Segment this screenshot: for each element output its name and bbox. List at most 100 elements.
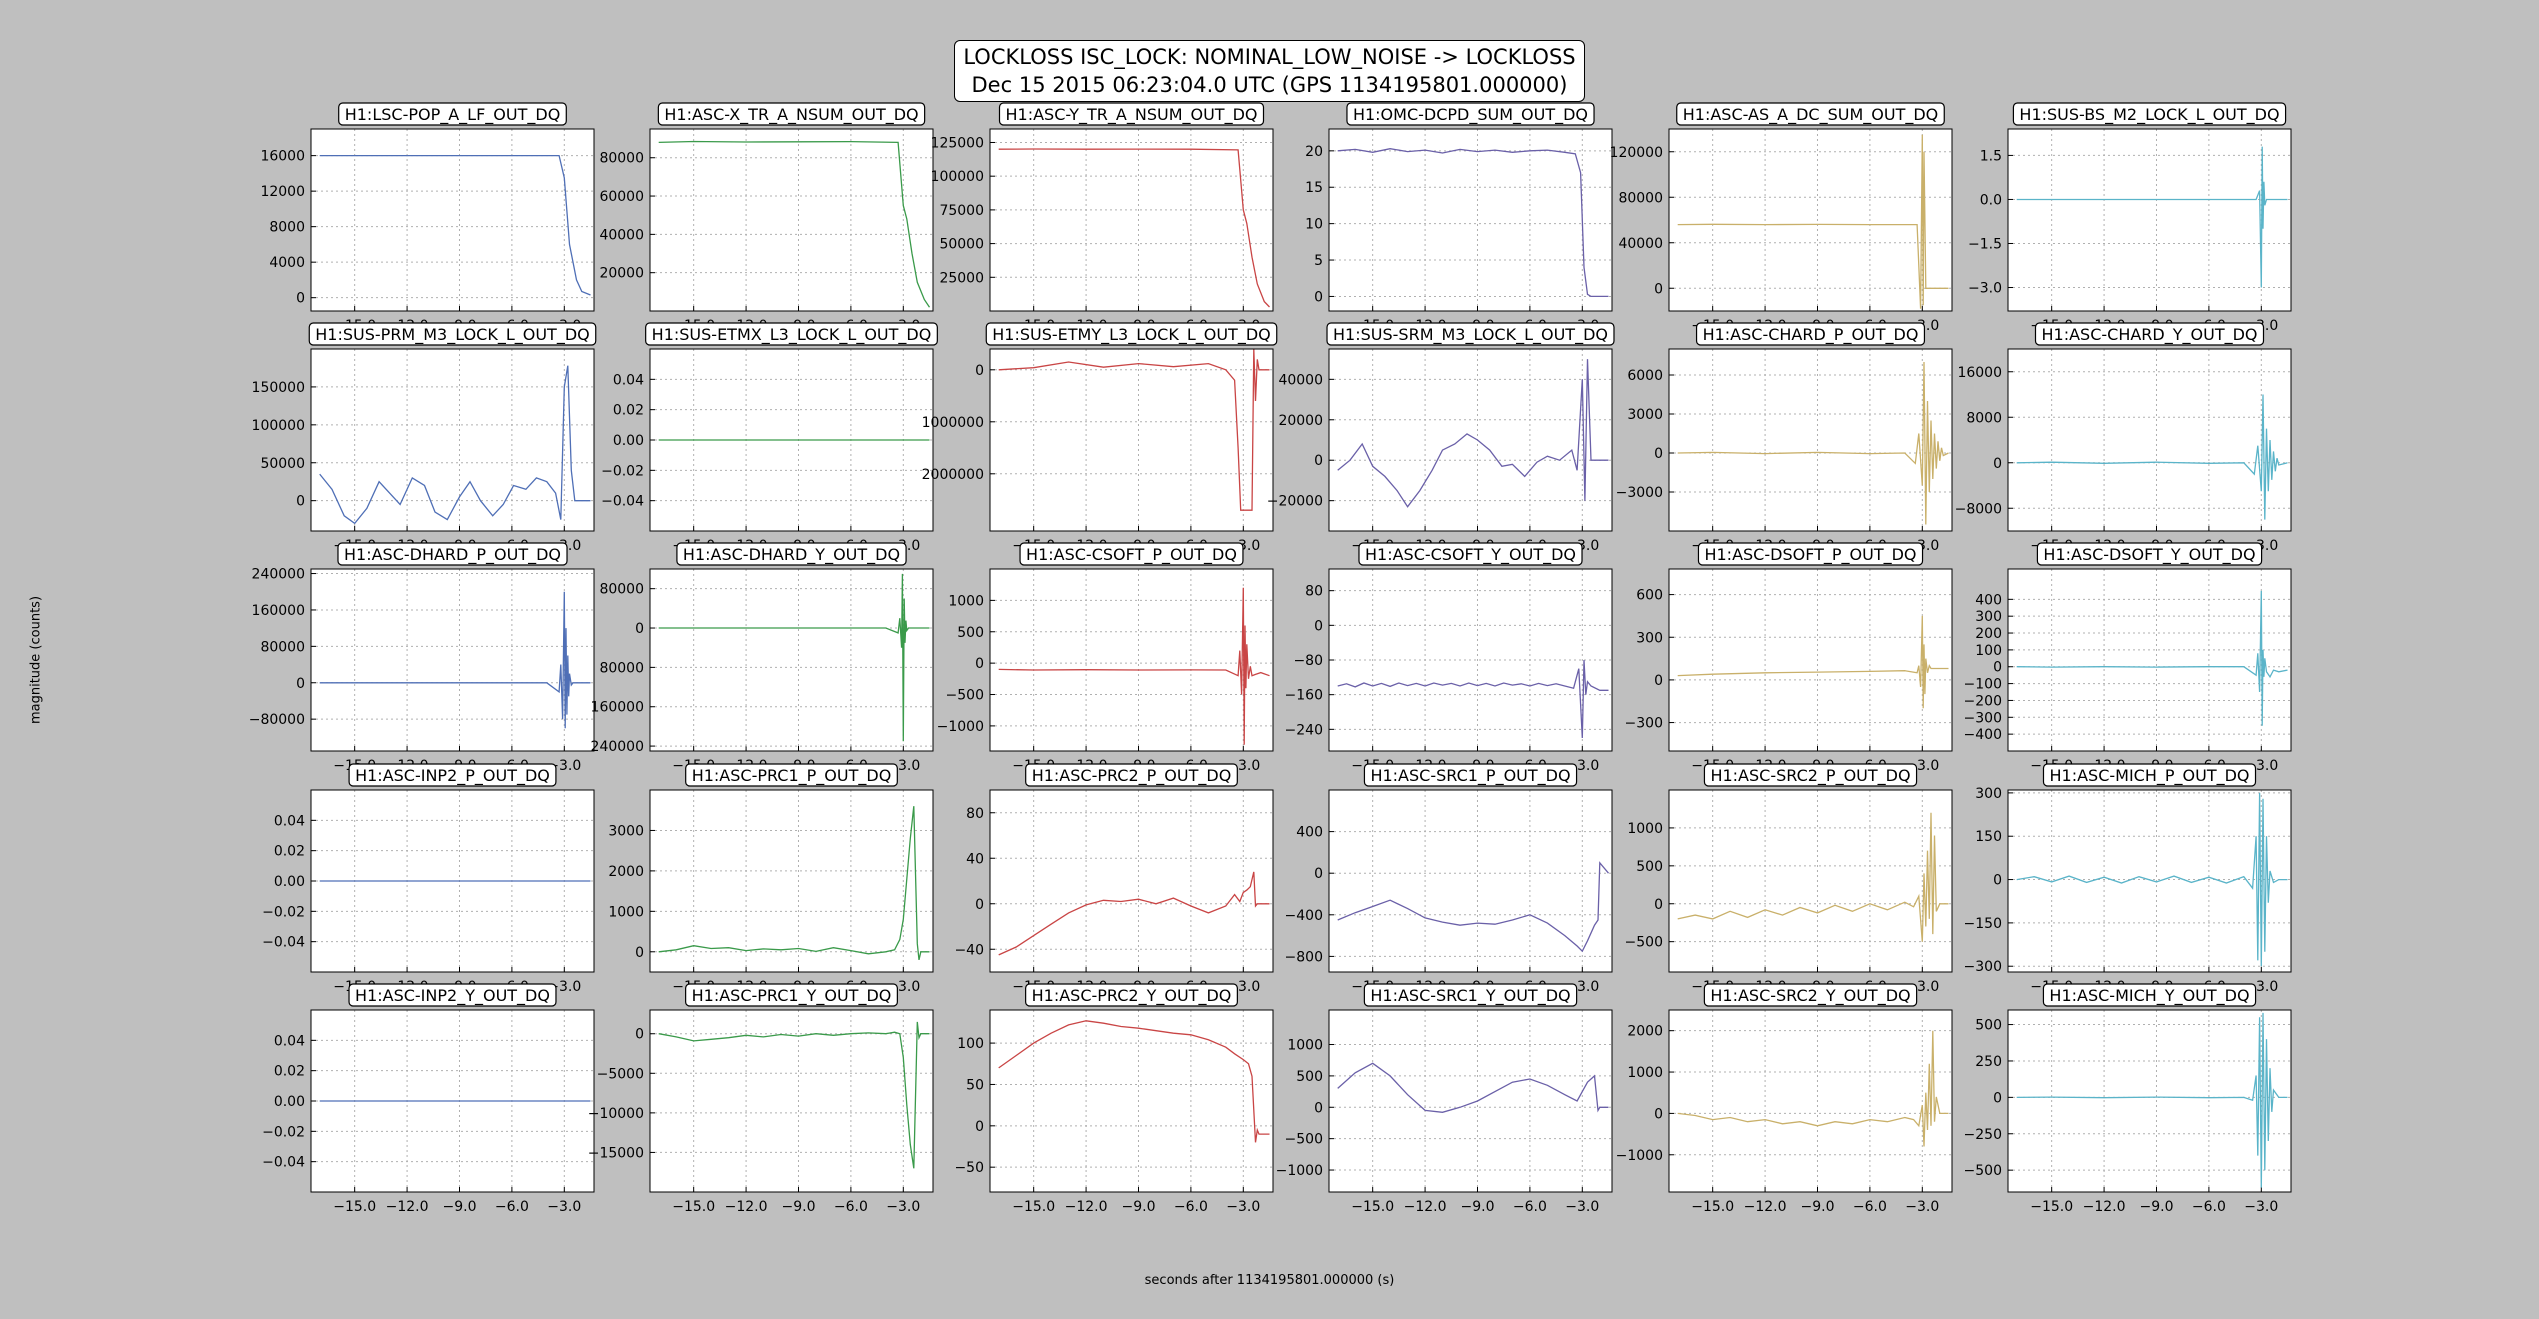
y-tick-label: 600 [1636,588,1663,604]
y-tick-label: 100000 [931,169,984,185]
subplot-title-box [1019,542,1244,566]
subplot-title-box [685,763,898,787]
y-tick-label: −500 [1285,1132,1323,1148]
y-tick-label: 0.00 [274,874,305,890]
y-tick-label: −5000 [597,1066,644,1082]
x-tick-label: −9.0 [1460,1199,1494,1215]
y-tick-label: −0.04 [262,935,305,951]
y-tick-label: −300 [1964,710,2002,726]
series-line [658,1021,930,1169]
subplot-12: −15.0−12.0−9.0−6.0−3.0−80000080000160000… [249,542,595,774]
subplot-5: −15.0−12.0−9.0−6.0−3.0−3.0−1.50.01.5H1:S… [1968,102,2292,334]
y-tick-label: 0 [1993,873,2002,889]
y-tick-label: 0 [1314,618,1323,634]
y-tick-label: 80 [966,806,984,822]
subplot-title-box [338,102,567,126]
subplot-10: −15.0−12.0−9.0−6.0−3.0−3000030006000H1:A… [1616,322,1953,554]
subplot-title: H1:ASC-SRC1_P_OUT_DQ [1370,766,1570,786]
y-tick-label: 0.04 [613,372,644,388]
y-tick-label: 3000 [1627,407,1663,423]
series-line [1337,148,1609,298]
x-tick-label: −12.0 [725,1199,768,1215]
y-tick-label: 100 [1975,643,2002,659]
series-line [1677,1030,1949,1147]
series-line [998,871,1270,956]
plot-frame [989,568,1274,752]
y-tick-label: −150 [1964,916,2002,932]
y-tick-label: −0.02 [262,904,305,920]
x-tick-label: −6.0 [2192,1199,2226,1215]
y-tick-label: 300 [1975,786,2002,802]
y-tick-label: 80000 [1618,190,1663,206]
x-tick-label: −12.0 [1404,1199,1447,1215]
y-tick-label: 50000 [939,237,984,253]
y-tick-label: 0 [1993,456,2002,472]
subplot-title: H1:ASC-INP2_Y_OUT_DQ [355,986,550,1006]
x-tick-label: −12.0 [1065,1199,1108,1215]
figure-title-line2: Dec 15 2015 06:23:04.0 UTC (GPS 11341958… [971,73,1568,97]
subplot-title: H1:ASC-CSOFT_Y_OUT_DQ [1365,545,1576,565]
y-tick-label: −1000 [937,719,984,735]
subplot-title: H1:ASC-SRC2_Y_OUT_DQ [1710,986,1910,1006]
y-tick-label: 50000 [260,456,305,472]
subplot-title: H1:ASC-PRC2_P_OUT_DQ [1032,766,1232,786]
subplot-1: −15.0−12.0−9.0−6.0−3.0200004000060000800… [599,102,934,334]
subplot-title-box [2012,102,2287,126]
subplot-title: H1:ASC-PRC1_P_OUT_DQ [692,766,892,786]
subplot-title: H1:ASC-AS_A_DC_SUM_OUT_DQ [1683,105,1939,125]
x-tick-label: −3.0 [886,1199,920,1215]
x-tick-label: −3.0 [1565,1199,1599,1215]
subplot-title-box [1025,983,1238,1007]
y-tick-label: 0 [1654,281,1663,297]
y-tick-label: 40000 [1618,236,1663,252]
plot-area [1668,1009,1953,1193]
y-tick-label: 300 [1636,630,1663,646]
plot-area [2007,568,2292,752]
plot-frame [1328,1009,1613,1193]
subplot-title-box [1326,322,1615,346]
series-line [319,154,591,296]
y-tick-label: 0 [1314,453,1323,469]
subplot-title: H1:LSC-POP_A_LF_OUT_DQ [345,105,561,125]
y-tick-label: 2000 [1627,1024,1663,1040]
x-tick-label: −15.0 [672,1199,715,1215]
y-tick-label: 100 [957,1036,984,1052]
series-line [319,591,591,729]
y-tick-label: −500 [1964,1163,2002,1179]
subplot-27: −15.0 −12.0 −9.0 −6.0 −3.0 −1000 −500 0 500 1000 H… [1276,983,1613,1215]
plot-area [649,568,934,752]
y-tick-label: 0.04 [274,1033,305,1049]
y-tick-label: 20000 [1278,413,1323,429]
subplot-title: H1:ASC-SRC1_Y_OUT_DQ [1370,986,1570,1006]
y-tick-label: 0 [1993,1090,2002,1106]
y-tick-label: 10 [1305,217,1323,233]
x-tick-label: −15.0 [333,1199,376,1215]
y-tick-label: −10000 [588,1106,644,1122]
subplot-title: H1:ASC-DSOFT_P_OUT_DQ [1704,545,1916,565]
plot-frame [2007,1009,2292,1193]
subplot-title-box [985,322,1278,346]
y-tick-label: 80000 [599,151,644,167]
series-line [998,349,1270,511]
subplot-title-box [348,763,557,787]
y-tick-label: 0.00 [613,433,644,449]
series-line [658,140,931,308]
series-line [1677,361,1949,525]
y-tick-label: 1000 [1627,1065,1663,1081]
x-tick-label: −9.0 [1121,1199,1155,1215]
series-line [2016,146,2288,288]
subplot-title: H1:SUS-ETMY_L3_LOCK_L_OUT_DQ [992,325,1270,345]
subplot-title-box [1676,102,1945,126]
plot-frame [989,789,1274,973]
x-tick-label: −3.0 [1226,1199,1260,1215]
y-tick-label: 8000 [269,220,305,236]
series-line [1677,134,1949,309]
subplot-title-box [2042,983,2257,1007]
y-tick-label: 500 [1296,1069,1323,1085]
plot-frame [310,789,595,973]
subplot-0: −15.0−12.0−9.0−6.0−3.0040008000120001600… [260,102,595,334]
y-tick-label: −15000 [588,1145,644,1161]
subplot-title: H1:ASC-MICH_P_OUT_DQ [2049,766,2249,786]
x-tick-label: −9.0 [1800,1199,1834,1215]
